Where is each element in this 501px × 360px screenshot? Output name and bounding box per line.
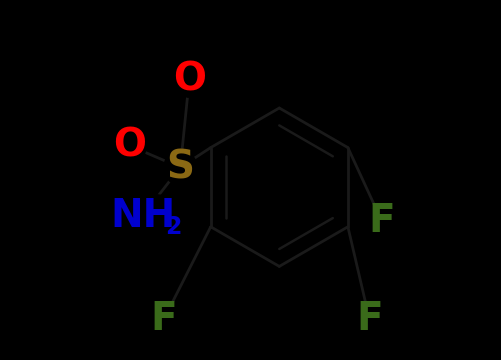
Text: F: F <box>369 202 395 240</box>
Text: S: S <box>166 148 194 186</box>
Ellipse shape <box>114 128 146 164</box>
Text: O: O <box>113 127 146 165</box>
Text: NH: NH <box>110 197 175 235</box>
Text: F: F <box>356 300 383 338</box>
Ellipse shape <box>119 194 184 238</box>
Ellipse shape <box>368 205 396 238</box>
Ellipse shape <box>164 149 196 185</box>
Text: O: O <box>173 60 206 98</box>
Ellipse shape <box>150 302 178 335</box>
Ellipse shape <box>173 61 205 97</box>
Ellipse shape <box>355 302 384 335</box>
Text: 2: 2 <box>165 215 181 239</box>
Text: F: F <box>151 300 177 338</box>
